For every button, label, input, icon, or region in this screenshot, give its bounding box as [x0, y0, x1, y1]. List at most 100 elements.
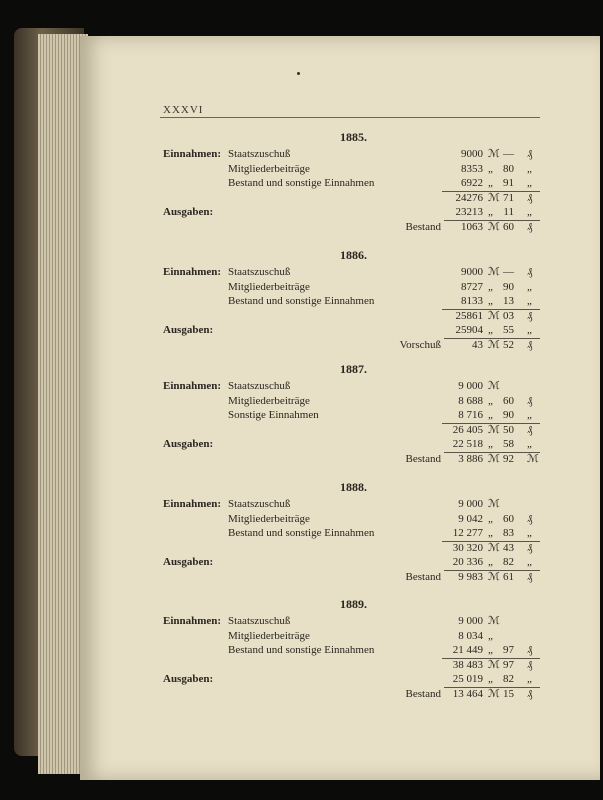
currency-unit: ℳ [488, 191, 500, 204]
amount-pfennig: 60 [503, 221, 514, 233]
amount-pfennig: 52 [503, 339, 514, 351]
pfennig-unit: ₰ [527, 541, 533, 554]
income-item: Mitgliederbeiträge [228, 394, 310, 407]
amount-pfennig: 97 [503, 644, 514, 657]
income-item: Staatszuschuß [228, 148, 291, 160]
amount-pfennig: 71 [503, 191, 514, 204]
amount-mark: 24276 [455, 191, 484, 204]
amount-pfennig: 80 [503, 162, 514, 175]
pfennig-unit: „ [527, 673, 532, 686]
pfennig-unit: ₰ [527, 309, 533, 322]
amount-pfennig: 82 [503, 556, 514, 569]
currency-unit: „ [488, 629, 493, 642]
pfennig-unit: ₰ [527, 512, 533, 525]
page-number: XXXVI [163, 104, 204, 116]
amount-mark: 8727 [461, 280, 483, 293]
amount-mark: 30 320 [452, 541, 483, 554]
row-label: Ausgaben: [163, 438, 214, 451]
amount-mark: 3 886 [458, 453, 483, 465]
sum-rule [444, 570, 540, 571]
amount-mark: 26 405 [452, 423, 483, 436]
amount-pfennig: 82 [503, 673, 514, 686]
currency-unit: „ [488, 409, 493, 422]
pfennig-unit: ₰ [527, 266, 533, 278]
currency-unit: „ [488, 162, 493, 175]
page-edges [38, 34, 88, 774]
amount-pfennig: 83 [503, 527, 514, 540]
currency-unit: ℳ [488, 423, 500, 436]
year-heading: 1889. [340, 597, 367, 611]
amount-mark: 9 000 [458, 498, 483, 510]
sum-rule [444, 220, 540, 221]
currency-unit: ℳ [488, 658, 500, 671]
currency-unit: ℳ [488, 615, 500, 627]
pfennig-unit: ₰ [527, 191, 533, 204]
income-item: Bestand und sonstige Einnahmen [228, 644, 375, 657]
currency-unit: ℳ [488, 380, 500, 392]
currency-unit: ℳ [488, 571, 500, 583]
row-label: Einnahmen: [163, 498, 222, 510]
sum-rule [442, 190, 540, 192]
amount-pfennig: 91 [503, 177, 514, 190]
amount-pfennig: 92 [503, 453, 514, 465]
pfennig-unit: ₰ [527, 221, 533, 233]
amount-mark: 8 716 [458, 409, 483, 422]
row-label: Ausgaben: [163, 556, 214, 569]
book-page [80, 36, 600, 780]
amount-pfennig: 55 [503, 324, 514, 337]
currency-unit: ℳ [488, 221, 500, 233]
income-item: Staatszuschuß [228, 498, 291, 510]
pfennig-unit: ₰ [527, 644, 533, 657]
amount-mark: 12 277 [452, 527, 483, 540]
currency-unit: ℳ [488, 688, 500, 700]
currency-unit: ℳ [488, 541, 500, 554]
pfennig-unit: ℳ [527, 453, 539, 465]
sum-rule [444, 452, 540, 453]
currency-unit: „ [488, 527, 493, 540]
amount-mark: 21 449 [452, 644, 483, 657]
amount-mark: 9 042 [458, 512, 483, 525]
row-label: Einnahmen: [163, 266, 222, 278]
pfennig-unit: ₰ [527, 423, 533, 436]
amount-mark: 43 [472, 339, 483, 351]
pfennig-unit: ₰ [527, 148, 533, 160]
amount-pfennig: 90 [503, 280, 514, 293]
balance-label: Bestand [405, 221, 441, 233]
currency-unit: ℳ [488, 266, 500, 278]
row-label: Einnahmen: [163, 148, 222, 160]
amount-mark: 20 336 [452, 556, 483, 569]
balance-label: Bestand [405, 571, 441, 583]
sum-rule [442, 540, 540, 542]
pfennig-unit: ₰ [527, 571, 533, 583]
income-item: Mitgliederbeiträge [228, 162, 310, 175]
amount-pfennig: 97 [503, 658, 514, 671]
pfennig-unit: „ [527, 162, 532, 175]
row-label: Ausgaben: [163, 673, 214, 686]
amount-mark: 6922 [461, 177, 483, 190]
currency-unit: „ [488, 644, 493, 657]
income-item: Bestand und sonstige Einnahmen [228, 295, 375, 308]
pfennig-unit: „ [527, 438, 532, 451]
currency-unit: „ [488, 324, 493, 337]
year-heading: 1886. [340, 248, 367, 262]
header-rule [160, 117, 540, 118]
balance-label: Vorschuß [399, 339, 441, 351]
sum-rule [444, 687, 540, 688]
currency-unit: „ [488, 394, 493, 407]
pfennig-unit: „ [527, 556, 532, 569]
amount-pfennig: — [503, 148, 514, 160]
currency-unit: „ [488, 295, 493, 308]
currency-unit: ℳ [488, 339, 500, 351]
income-item: Sonstige Einnahmen [228, 409, 319, 422]
balance-label: Bestand [405, 688, 441, 700]
currency-unit: ℳ [488, 148, 500, 160]
amount-pfennig: 61 [503, 571, 514, 583]
currency-unit: ℳ [488, 309, 500, 322]
pfennig-unit: „ [527, 280, 532, 293]
sum-rule [442, 657, 540, 659]
amount-mark: 13 464 [452, 688, 483, 700]
amount-pfennig: 15 [503, 688, 514, 700]
amount-mark: 38 483 [452, 658, 483, 671]
sum-rule [442, 308, 540, 310]
amount-pfennig: 11 [503, 206, 514, 219]
